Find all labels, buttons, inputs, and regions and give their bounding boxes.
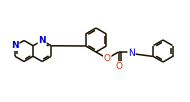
Text: O: O: [115, 62, 122, 71]
Text: N: N: [38, 36, 46, 45]
Text: N: N: [128, 49, 135, 59]
Text: N: N: [11, 41, 19, 50]
Text: H: H: [129, 48, 134, 54]
Text: O: O: [104, 54, 111, 63]
